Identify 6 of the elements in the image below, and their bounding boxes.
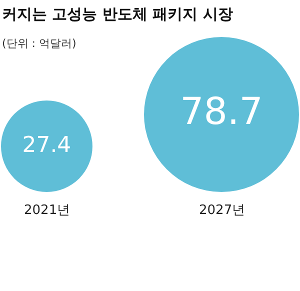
data-label: 27.4 [22,132,72,158]
text: (단위 : 억달러) [2,37,76,50]
data-label: 78.7 [180,88,263,133]
category-label: 2021년 [24,203,70,218]
category-label: 2027년 [199,203,246,218]
text: 커지는 고성능 반도체 패키지 시장 [2,5,233,23]
